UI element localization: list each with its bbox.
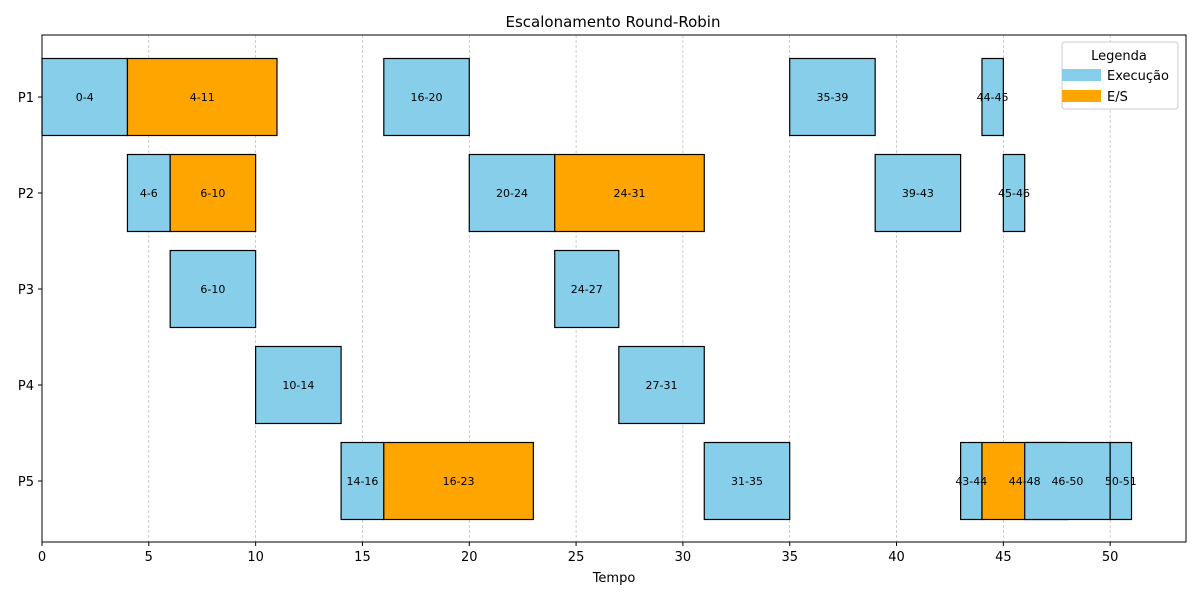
bar-label: 27-31: [646, 379, 678, 392]
exec-bar-p3: [169, 249, 257, 329]
x-tick-label: 30: [675, 550, 692, 565]
bar-label: 24-31: [614, 187, 646, 200]
x-tick-label: 35: [781, 550, 798, 565]
io-bar-p1: [126, 57, 278, 137]
bar-label: 46-50: [1051, 475, 1083, 488]
bar-label: 39-43: [902, 187, 934, 200]
x-axis-label: Tempo: [592, 571, 636, 586]
y-tick-label-p3: P3: [18, 283, 34, 298]
bar-label: 44-45: [977, 91, 1009, 104]
bar-label: 43-44: [955, 475, 987, 488]
bar-label: 16-23: [443, 475, 475, 488]
exec-bar-p2: [1002, 153, 1026, 233]
y-axis: P1 P2 P3 P4 P5: [18, 91, 42, 490]
exec-bar-p1: [383, 57, 470, 137]
y-tick-label-p5: P5: [18, 475, 34, 490]
bar-label: 10-14: [282, 379, 314, 392]
bar-label: 4-6: [140, 187, 158, 200]
bar-label: 44-48: [1009, 475, 1041, 488]
bar-label: 4-11: [190, 91, 215, 104]
x-axis: 0 5 10 15 20 25 30 35 40 45 50: [38, 542, 1119, 565]
io-bar-p2: [554, 153, 705, 233]
x-tick-label: 50: [1102, 550, 1119, 565]
legend-label-execucao: Execução: [1107, 69, 1169, 84]
exec-bar-p1: [789, 57, 876, 137]
exec-bar-p4: [618, 345, 705, 425]
x-tick-label: 5: [145, 550, 153, 565]
bar-label: 14-16: [346, 475, 378, 488]
y-tick-label-p1: P1: [18, 91, 34, 106]
exec-bar-p5: [1024, 441, 1111, 521]
exec-bar-p1: [981, 57, 1004, 137]
bar-label: 50-51: [1105, 475, 1137, 488]
x-tick-label: 25: [568, 550, 585, 565]
legend: Legenda Execução E/S: [1061, 41, 1179, 110]
legend-label-es: E/S: [1107, 90, 1128, 105]
bar-label: 45-46: [998, 187, 1030, 200]
x-tick-label: 20: [461, 550, 478, 565]
exec-bar-p2: [874, 153, 962, 233]
x-tick-label: 10: [247, 550, 264, 565]
io-bar-p5: [383, 441, 534, 521]
legend-swatch-es: [1062, 90, 1101, 102]
exec-bar-p5: [340, 441, 385, 521]
y-tick-label-p4: P4: [18, 379, 34, 394]
x-tick-label: 0: [38, 550, 46, 565]
x-tick-label: 15: [354, 550, 371, 565]
bar-label: 0-4: [76, 91, 94, 104]
exec-bar-p3: [554, 249, 620, 329]
bar-label: 6-10: [200, 187, 225, 200]
exec-bar-p1: [41, 57, 129, 137]
bar-label: 20-24: [496, 187, 528, 200]
x-tick-label: 40: [888, 550, 905, 565]
exec-bar-p2: [468, 153, 556, 233]
x-tick-label: 45: [995, 550, 1012, 565]
bar-label: 31-35: [731, 475, 763, 488]
exec-bar-p2: [126, 153, 171, 233]
exec-bar-p4: [255, 345, 342, 425]
exec-bar-p5: [703, 441, 791, 521]
io-bar-p2: [169, 153, 257, 233]
bar-label: 35-39: [816, 91, 848, 104]
bar-label: 6-10: [200, 283, 225, 296]
bars-group: 0-4 4-11 16-20 35-39 44-45 4-6 6-10 20-24 24-31 3…: [41, 57, 1137, 521]
bar-label: 16-20: [411, 91, 443, 104]
exec-bar-p5: [1109, 441, 1133, 521]
bar-label: 24-27: [571, 283, 603, 296]
legend-swatch-execucao: [1062, 69, 1101, 81]
chart-title: Escalonamento Round-Robin: [506, 13, 721, 31]
y-tick-label-p2: P2: [18, 187, 34, 202]
legend-title: Legenda: [1091, 49, 1147, 64]
